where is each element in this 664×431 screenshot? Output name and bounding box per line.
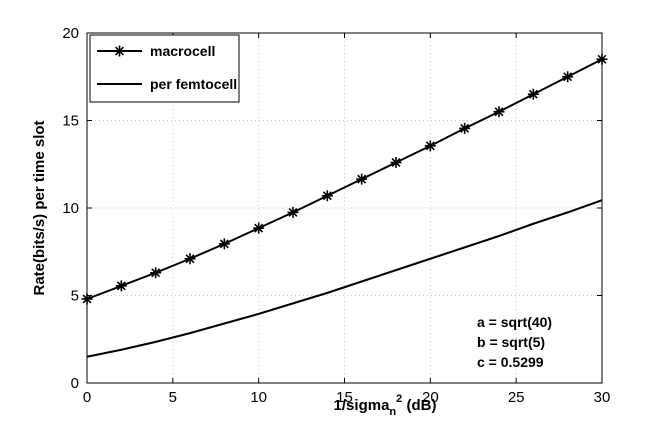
data-point-macrocell: [424, 140, 436, 152]
parameter-annotations: a = sqrt(40) b = sqrt(5) c = 0.5299: [477, 314, 552, 370]
y-axis-label: Rate(bits/s) per time slot: [31, 120, 48, 295]
data-point-macrocell: [184, 253, 196, 265]
x-tick-label: 0: [83, 389, 91, 406]
y-tick-label: 10: [62, 200, 79, 217]
data-point-macrocell: [253, 222, 265, 234]
annotation-a: a = sqrt(40): [477, 314, 552, 330]
annotation-c: c = 0.5299: [477, 354, 544, 370]
annotation-b: b = sqrt(5): [477, 334, 545, 350]
data-point-macrocell: [321, 190, 333, 202]
data-point-macrocell: [150, 267, 162, 279]
y-tick-label: 15: [62, 113, 79, 130]
data-point-macrocell: [459, 122, 471, 134]
legend: macrocell per femtocell: [89, 34, 240, 103]
data-point-macrocell: [596, 53, 608, 65]
series-group: [81, 53, 608, 358]
legend-asterisk-marker: [114, 45, 125, 57]
y-tick-label: 0: [71, 375, 79, 392]
y-tick-label: 20: [62, 25, 79, 42]
legend-label-macrocell: macrocell: [150, 43, 215, 59]
x-tick-label: 10: [250, 389, 267, 406]
x-tick-label: 5: [169, 389, 177, 406]
x-tick-label: 30: [594, 389, 611, 406]
legend-label-per-femtocell: per femtocell: [150, 76, 237, 92]
x-tick-label: 20: [422, 389, 439, 406]
data-point-macrocell: [287, 206, 299, 218]
data-point-macrocell: [81, 293, 93, 305]
x-tick-label: 15: [336, 389, 353, 406]
data-point-macrocell: [390, 157, 402, 168]
legend-marker-macrocell: [114, 45, 125, 57]
data-point-macrocell: [493, 106, 505, 118]
legend-box: [89, 34, 240, 103]
axis-ticks: 0 5 10 15 20 25 30 0 5 10 15 20: [62, 25, 610, 406]
series-line-per-femtocell: [86, 199, 603, 358]
data-point-macrocell: [356, 173, 368, 185]
data-point-macrocell: [562, 71, 574, 83]
x-axis-label: 1/sigman2 (dB): [334, 393, 437, 418]
series-line-macrocell: [86, 58, 603, 300]
data-point-macrocell: [218, 238, 230, 250]
data-point-macrocell: [527, 88, 539, 100]
data-point-macrocell: [115, 280, 127, 292]
x-tick-label: 25: [508, 389, 525, 406]
y-tick-label: 5: [71, 288, 79, 305]
